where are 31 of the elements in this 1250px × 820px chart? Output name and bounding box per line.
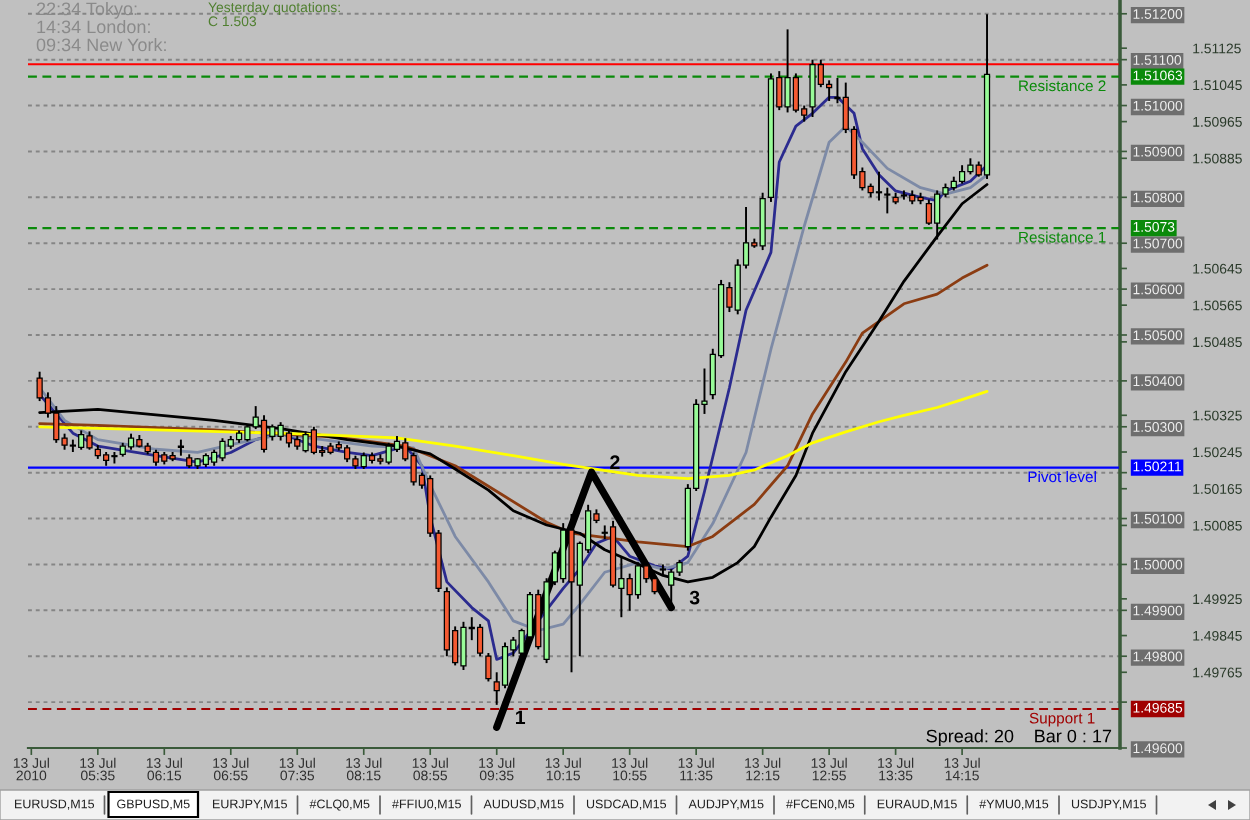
candlestick bbox=[958, 164, 966, 185]
candlestick bbox=[884, 186, 891, 215]
candlestick bbox=[385, 441, 392, 466]
candlestick bbox=[277, 421, 284, 442]
candlestick bbox=[759, 191, 766, 252]
candlestick bbox=[460, 620, 467, 671]
candlestick bbox=[285, 428, 293, 449]
candlestick bbox=[78, 429, 85, 451]
annotation: Bar 0 : 17 bbox=[1035, 729, 1112, 743]
candlestick bbox=[310, 425, 317, 456]
annotation: 2 bbox=[610, 455, 620, 469]
candlestick bbox=[925, 198, 932, 226]
candlestick bbox=[875, 170, 883, 202]
candlestick bbox=[219, 437, 226, 463]
candlestick bbox=[260, 414, 268, 454]
candlestick bbox=[485, 652, 492, 683]
candlestick bbox=[626, 572, 633, 612]
candlestick bbox=[501, 641, 509, 690]
annotation: 1 bbox=[515, 710, 526, 725]
line-series bbox=[38, 390, 989, 481]
annotation: Spread: 20 bbox=[926, 729, 1014, 746]
candlestick bbox=[476, 623, 484, 658]
candlestick bbox=[934, 189, 941, 241]
line-series bbox=[38, 263, 989, 548]
candlestick bbox=[792, 72, 800, 114]
candlestick bbox=[86, 430, 93, 451]
candlestick bbox=[809, 58, 816, 118]
annotation: 3 bbox=[689, 590, 700, 605]
candlestick bbox=[53, 405, 60, 444]
candlestick bbox=[784, 28, 791, 114]
candlestick bbox=[302, 430, 309, 454]
